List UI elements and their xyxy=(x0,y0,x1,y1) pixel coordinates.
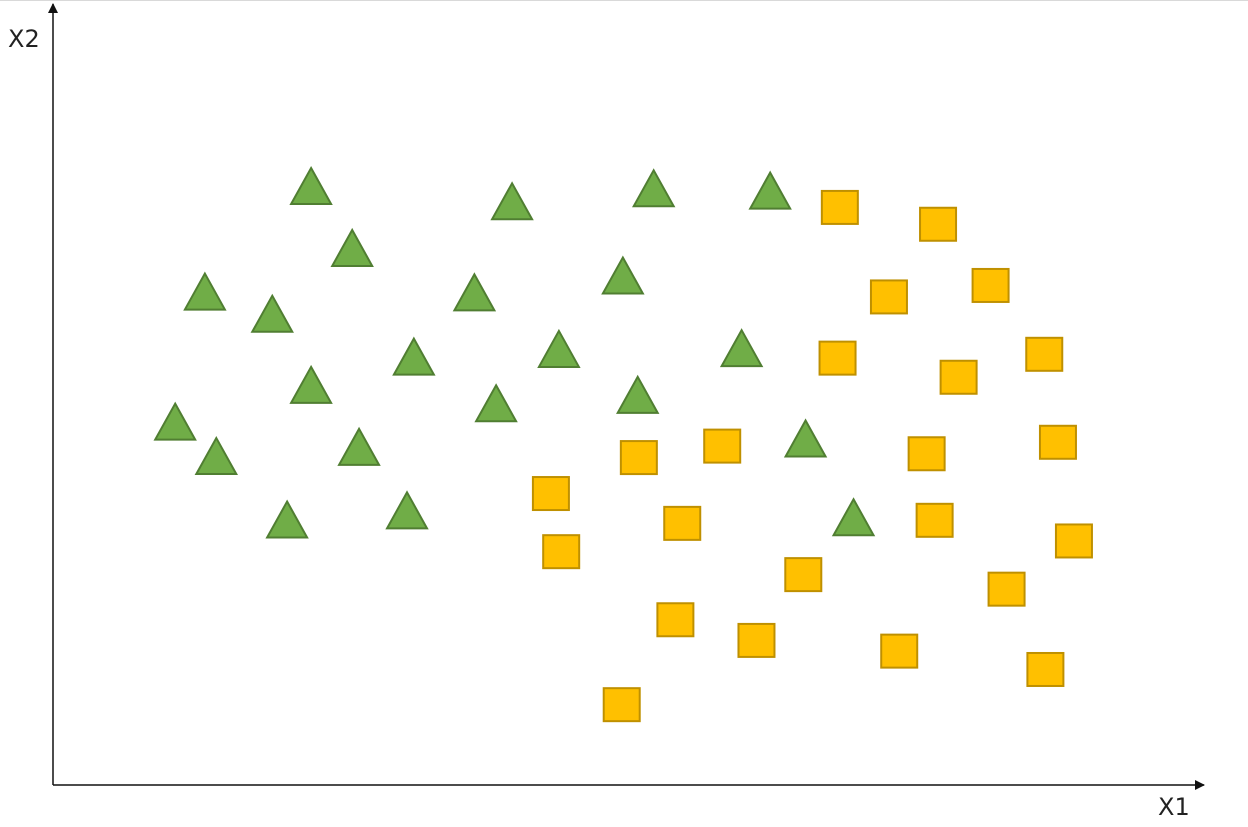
triangle-point xyxy=(289,364,333,404)
triangle-point xyxy=(474,383,518,423)
square-point xyxy=(1038,424,1077,460)
triangle-point xyxy=(783,418,828,458)
triangle-point xyxy=(392,336,436,376)
square-point xyxy=(915,502,954,538)
triangle-point xyxy=(719,328,764,368)
triangle-point xyxy=(153,401,197,441)
triangle-point xyxy=(250,293,294,333)
triangle-point xyxy=(631,168,676,208)
data-points xyxy=(153,165,1093,723)
square-point xyxy=(971,267,1010,303)
triangle-point xyxy=(183,271,227,311)
square-point xyxy=(619,440,658,476)
square-point xyxy=(869,279,908,315)
square-point xyxy=(939,359,978,395)
triangle-point xyxy=(616,374,660,414)
square-point xyxy=(656,602,695,638)
square-point xyxy=(907,436,946,472)
triangle-point xyxy=(452,272,497,312)
square-point xyxy=(820,189,859,225)
triangle-point xyxy=(831,497,876,537)
square-point xyxy=(784,557,823,593)
triangle-point xyxy=(265,499,309,539)
square-point xyxy=(880,633,919,669)
triangle-point xyxy=(537,328,581,368)
square-point xyxy=(919,206,958,242)
square-point xyxy=(1026,651,1065,687)
square-point xyxy=(818,340,857,376)
x-axis-label: X1 xyxy=(1158,793,1190,821)
square-point xyxy=(1054,523,1093,559)
square-point xyxy=(737,622,776,658)
triangle-point xyxy=(385,490,429,530)
triangle-point xyxy=(337,426,381,466)
triangle-point xyxy=(490,181,534,221)
y-axis-label: X2 xyxy=(8,25,40,53)
top-border xyxy=(0,0,1248,1)
triangle-point xyxy=(194,435,239,476)
square-point xyxy=(542,534,581,570)
square-point xyxy=(663,505,702,541)
square-point xyxy=(531,476,570,512)
triangle-point xyxy=(601,255,645,295)
square-point xyxy=(703,428,742,464)
triangle-point xyxy=(330,227,374,267)
square-point xyxy=(602,687,641,723)
triangle-point xyxy=(748,170,792,210)
triangle-point xyxy=(289,165,333,206)
square-point xyxy=(1025,336,1064,372)
square-point xyxy=(987,571,1026,607)
